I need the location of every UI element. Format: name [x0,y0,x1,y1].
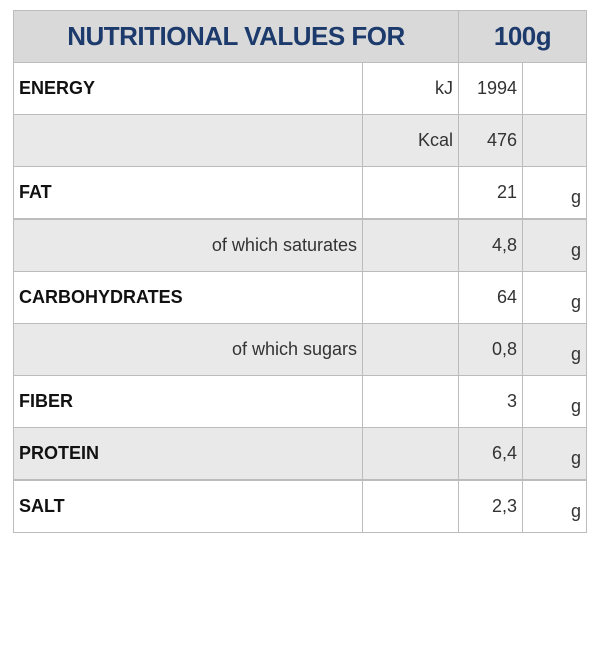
row-unit: g [522,427,587,481]
row-measure [362,270,459,324]
row-unit: g [522,270,587,324]
row-value: 1994 [458,62,523,115]
row-value: 64 [458,270,523,324]
row-value: 4,8 [458,218,523,272]
row-unit: g [522,218,587,272]
row-measure [362,479,459,533]
row-unit [522,62,587,115]
row-value: 3 [458,375,523,429]
row-sublabel: of which sugars [13,323,363,376]
row-value: 476 [458,114,523,168]
row-measure [362,166,459,220]
row-value: 2,3 [458,479,523,533]
header-amount: 100g [458,10,587,63]
row-label: PROTEIN [13,427,363,481]
row-sublabel: of which saturates [13,218,363,272]
header-title: NUTRITIONAL VALUES FOR [13,10,459,63]
row-measure: Kcal [362,114,459,168]
row-label: SALT [13,479,363,533]
row-label: FIBER [13,375,363,429]
row-measure [362,218,459,272]
row-label: ENERGY [13,62,363,115]
row-unit: g [522,375,587,429]
row-label [13,114,363,168]
row-measure [362,323,459,376]
row-unit: g [522,479,587,533]
row-measure [362,427,459,481]
row-unit: g [522,166,587,220]
row-value: 21 [458,166,523,220]
row-label: CARBOHYDRATES [13,270,363,324]
row-measure [362,375,459,429]
row-value: 6,4 [458,427,523,481]
row-measure: kJ [362,62,459,115]
row-unit [522,114,587,168]
row-value: 0,8 [458,323,523,376]
row-unit: g [522,323,587,376]
row-label: FAT [13,166,363,220]
